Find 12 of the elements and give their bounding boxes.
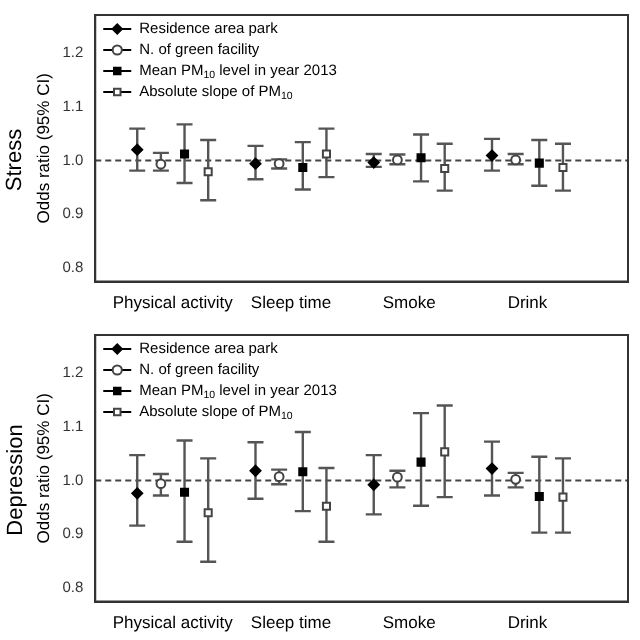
- x-tick-label: Sleep time: [250, 612, 332, 633]
- x-tick-label: Smoke: [382, 612, 437, 633]
- y-axis-title: Odds ratio (95% CI): [32, 392, 53, 544]
- x-tick-label: Drink: [507, 292, 549, 313]
- text: Stress: [4, 128, 28, 192]
- x-tick-label: Smoke: [382, 292, 437, 313]
- x-tick-label: Drink: [507, 612, 549, 633]
- y-axis-title: Odds ratio (95% CI): [32, 72, 53, 224]
- x-tick-label: Physical activity: [112, 612, 235, 633]
- text: Depression: [4, 424, 29, 536]
- x-tick-label: Physical activity: [112, 292, 235, 313]
- x-tick-label: Sleep time: [250, 292, 332, 313]
